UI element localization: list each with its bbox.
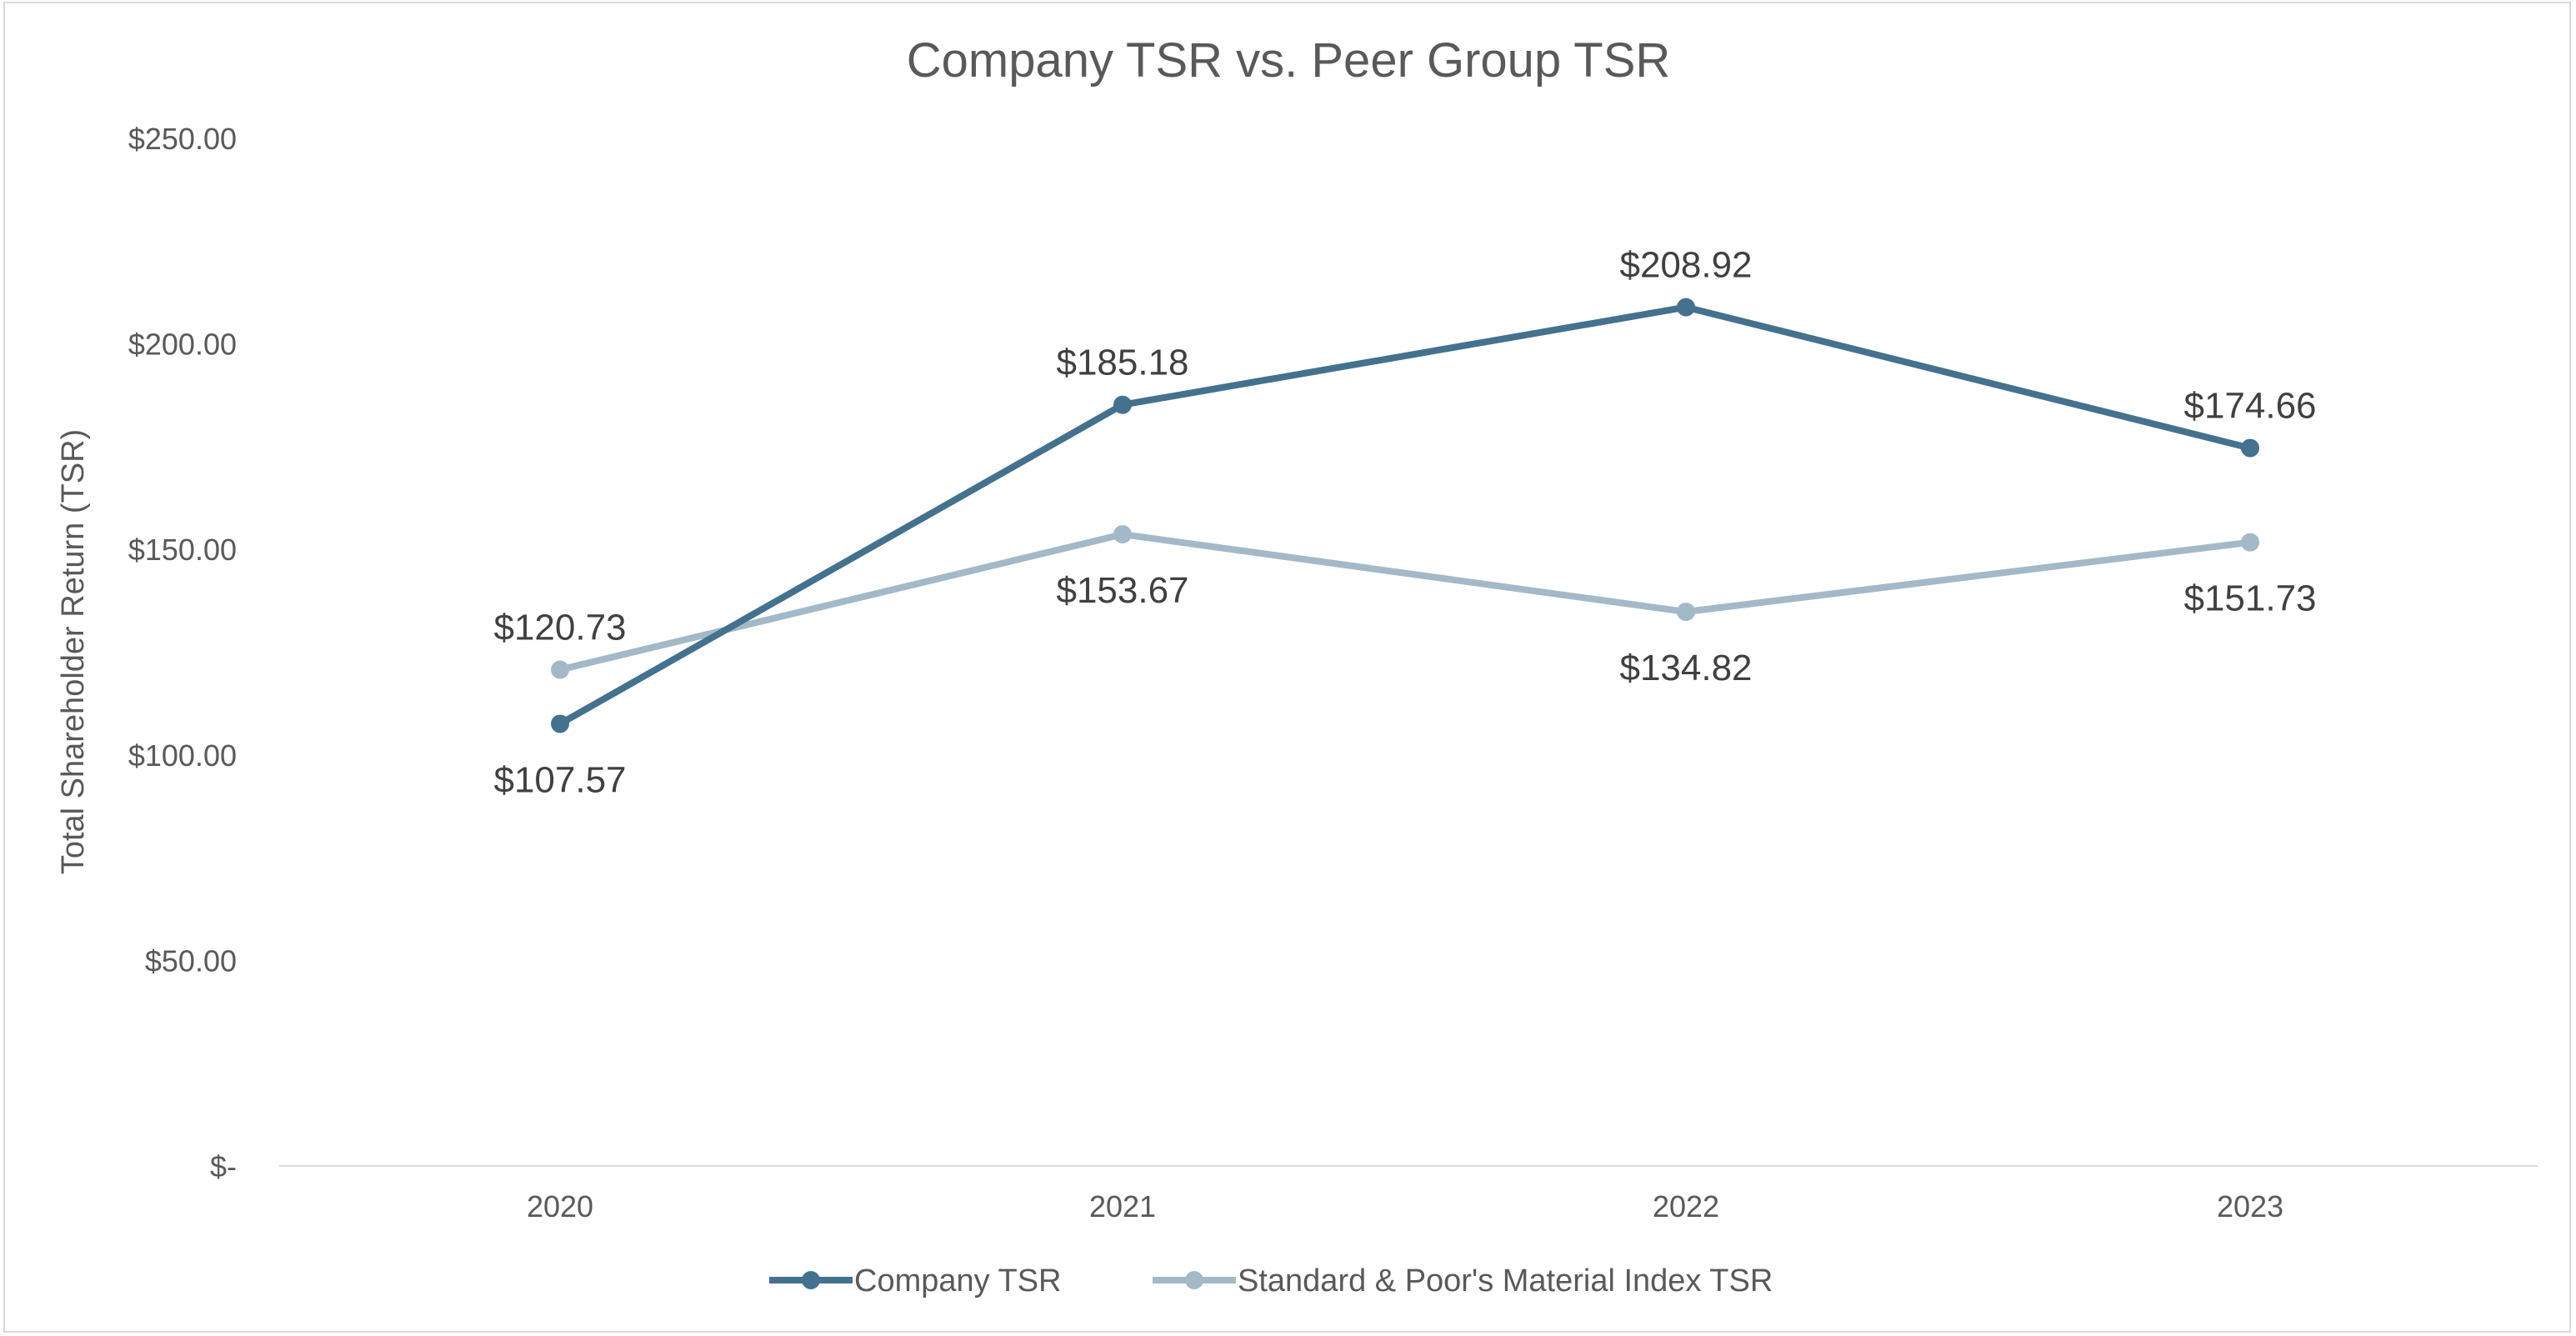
series-line	[558, 303, 2251, 727]
legend-marker	[802, 1271, 820, 1289]
data-label: $107.57	[493, 759, 626, 800]
data-point	[1113, 395, 1132, 414]
data-point	[551, 714, 569, 733]
y-tick-label: $-	[210, 1149, 237, 1183]
x-tick-label: 2020	[527, 1189, 593, 1223]
data-label: $151.73	[2183, 578, 2316, 619]
data-label: $208.92	[1619, 245, 1752, 286]
x-tick-label: 2022	[1653, 1189, 1719, 1223]
data-point	[1113, 525, 1132, 544]
data-label: $153.67	[1056, 570, 1188, 611]
legend-label: Company TSR	[854, 1263, 1062, 1298]
data-point	[1677, 298, 1695, 317]
y-tick-label: $150.00	[128, 533, 237, 567]
data-point	[1677, 603, 1695, 622]
data-label: $174.66	[2183, 386, 2316, 427]
chart-title: Company TSR vs. Peer Group TSR	[907, 33, 1671, 88]
chart-frame	[3, 2, 2571, 1333]
data-label: $134.82	[1619, 648, 1752, 688]
data-point	[551, 660, 569, 679]
legend-marker	[1185, 1271, 1203, 1289]
y-tick-label: $100.00	[128, 738, 237, 773]
y-tick-label: $200.00	[128, 328, 237, 362]
x-tick-label: 2021	[1089, 1189, 1156, 1223]
y-axis-label: Total Shareholder Return (TSR)	[56, 429, 91, 874]
y-tick-label: $50.00	[145, 943, 237, 978]
series-line	[559, 531, 2251, 673]
legend-label: Standard & Poor's Material Index TSR	[1238, 1263, 1773, 1298]
data-point	[2241, 533, 2259, 552]
data-point	[2241, 438, 2259, 458]
data-label: $120.73	[493, 608, 626, 648]
data-label: $185.18	[1056, 343, 1188, 383]
y-tick-label: $250.00	[128, 122, 237, 156]
x-tick-label: 2023	[2217, 1189, 2283, 1223]
